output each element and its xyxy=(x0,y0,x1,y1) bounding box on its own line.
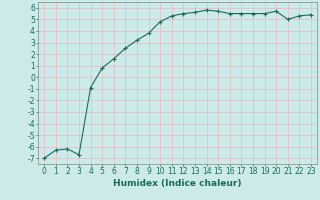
X-axis label: Humidex (Indice chaleur): Humidex (Indice chaleur) xyxy=(113,179,242,188)
